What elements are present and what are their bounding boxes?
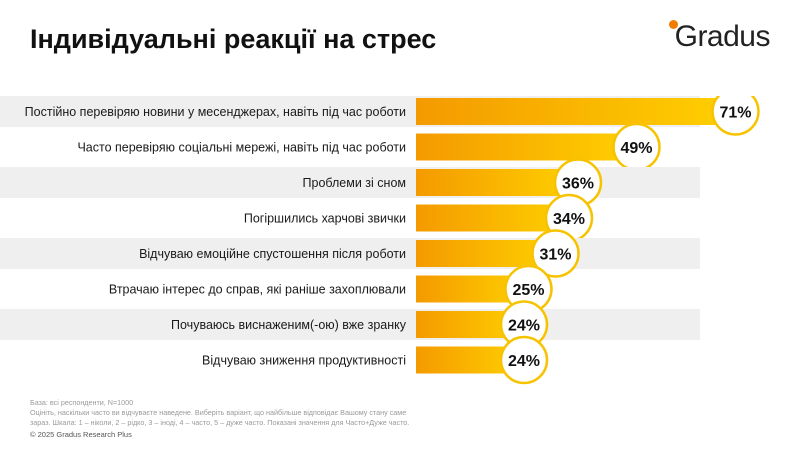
row-band	[0, 238, 700, 269]
copyright: © 2025 Gradus Research Plus	[30, 430, 132, 439]
bar-chart: Постійно перевіряю новини у месенджерах,…	[0, 96, 760, 385]
value-badge	[531, 229, 580, 278]
value-label: 24%	[508, 353, 540, 370]
logo-text: Gradus	[674, 20, 771, 53]
value-label: 31%	[539, 247, 571, 264]
bar	[416, 204, 569, 232]
value-label: 36%	[562, 176, 594, 193]
footnote-base: База: всі респонденти, N=1000	[30, 398, 134, 407]
value-label: 49%	[620, 140, 652, 157]
bar	[416, 98, 736, 125]
value-badge	[499, 335, 549, 385]
footnote: База: всі респонденти, N=1000 Оцініть, н…	[30, 398, 460, 428]
value-label: 24%	[508, 318, 540, 335]
gradus-logo: Gradus	[668, 20, 771, 54]
value-label: 71%	[719, 105, 751, 122]
category-label: Постійно перевіряю новини у месенджерах,…	[25, 105, 406, 119]
category-label: Втрачаю інтерес до справ, які раніше зах…	[109, 283, 406, 297]
footnote-question: Оцініть, наскільки часто ви відчуваєте н…	[30, 408, 407, 417]
bar	[416, 169, 578, 196]
category-label: Відчуваю зниження продуктивності	[202, 354, 406, 368]
bar	[416, 133, 637, 161]
value-badge	[711, 96, 760, 136]
category-label: Часто перевіряю соціальні мережі, навіть…	[77, 141, 406, 155]
value-label: 25%	[512, 282, 544, 299]
value-label: 34%	[553, 211, 585, 228]
footnote-scale: зараз. Шкала: 1 – ніколи, 2 – рідко, 3 –…	[30, 418, 410, 427]
category-label: Почуваюсь виснаженим(-ою) вже зранку	[171, 318, 407, 332]
category-label: Погіршились харчові звички	[244, 212, 406, 226]
page-title: Індивідуальні реакції на стрес	[30, 24, 437, 54]
category-label: Відчуваю емоційне спустошення після робо…	[139, 247, 406, 261]
logo-dot-icon	[668, 20, 678, 29]
row-band	[0, 309, 700, 340]
category-label: Проблеми зі сном	[303, 176, 406, 190]
